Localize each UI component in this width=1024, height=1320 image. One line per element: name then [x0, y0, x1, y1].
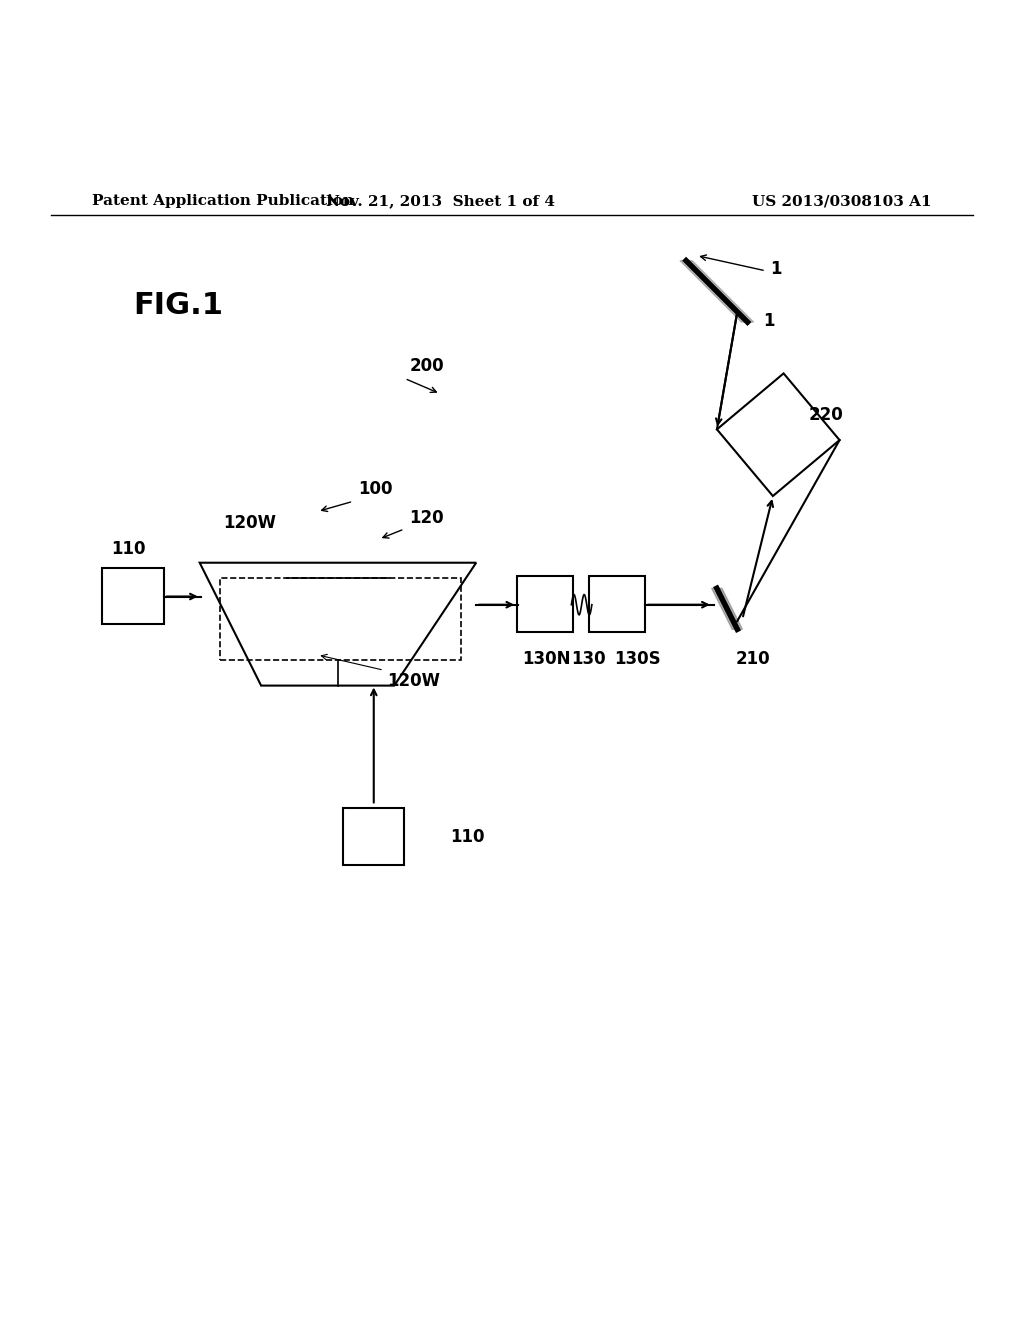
Bar [589, 576, 645, 632]
Text: 1: 1 [763, 312, 774, 330]
Text: 110: 110 [451, 828, 485, 846]
Text: 130: 130 [571, 649, 606, 668]
Text: 200: 200 [410, 358, 444, 375]
Bar [343, 808, 404, 865]
Bar [517, 576, 573, 632]
Text: US 2013/0308103 A1: US 2013/0308103 A1 [753, 194, 932, 209]
Text: 210: 210 [735, 649, 770, 668]
Text: Nov. 21, 2013  Sheet 1 of 4: Nov. 21, 2013 Sheet 1 of 4 [326, 194, 555, 209]
Polygon shape [717, 374, 840, 496]
Text: 130N: 130N [522, 649, 570, 668]
Text: 110: 110 [111, 540, 145, 557]
Bar [220, 578, 461, 660]
Text: 120: 120 [410, 510, 444, 527]
Text: 130S: 130S [614, 649, 662, 668]
Text: 100: 100 [358, 480, 393, 498]
Text: 120W: 120W [223, 513, 276, 532]
Text: Patent Application Publication: Patent Application Publication [92, 194, 354, 209]
Polygon shape [712, 589, 742, 630]
Text: FIG.1: FIG.1 [133, 292, 223, 321]
Polygon shape [200, 562, 476, 685]
Text: 220: 220 [809, 407, 844, 425]
Bar [102, 568, 164, 624]
Polygon shape [680, 260, 754, 322]
Text: 1: 1 [770, 260, 781, 277]
Text: 120W: 120W [387, 672, 440, 690]
